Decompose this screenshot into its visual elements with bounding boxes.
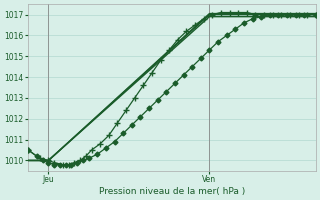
X-axis label: Pression niveau de la mer( hPa ): Pression niveau de la mer( hPa ) [99, 187, 245, 196]
